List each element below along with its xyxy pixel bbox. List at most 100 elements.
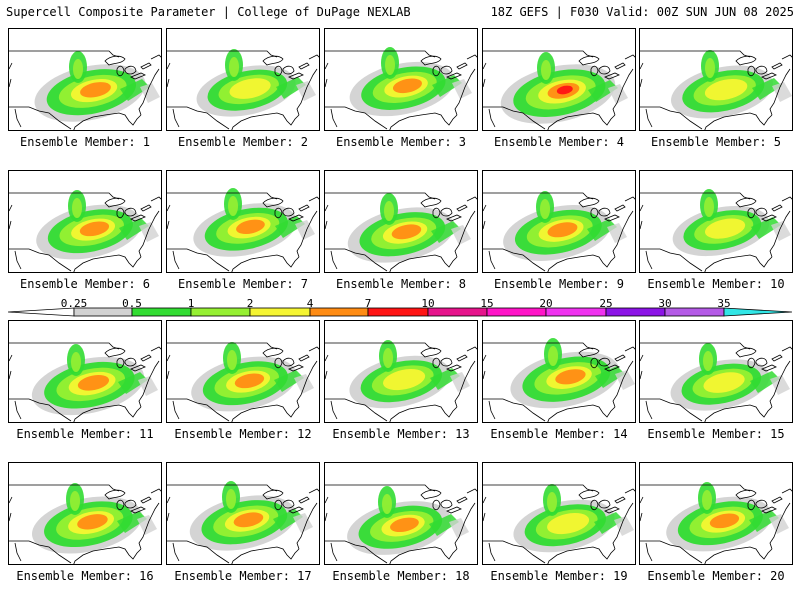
colorbar-tick-label: 20 bbox=[539, 297, 553, 310]
scp-contour-level bbox=[430, 368, 460, 390]
scp-contour-level bbox=[588, 80, 618, 102]
scp-contour-level bbox=[556, 85, 573, 95]
scp-field bbox=[196, 49, 316, 117]
scp-field bbox=[672, 189, 791, 257]
scp-contour-level bbox=[72, 198, 82, 218]
colorbar-tick-label: 0.5 bbox=[122, 297, 142, 310]
ensemble-member-map bbox=[482, 28, 636, 131]
ensemble-member-map bbox=[324, 320, 478, 423]
scp-contour-level bbox=[705, 58, 715, 78]
map-outline bbox=[640, 342, 792, 422]
map-outline bbox=[640, 50, 792, 130]
scp-contour-level bbox=[391, 224, 422, 240]
map-outline bbox=[9, 342, 161, 422]
scp-contour-level bbox=[382, 494, 392, 514]
ensemble-member-map bbox=[166, 320, 320, 423]
scp-contour-level bbox=[77, 374, 110, 391]
map-outline bbox=[483, 50, 635, 130]
map-outline bbox=[9, 484, 161, 564]
scp-contour-level bbox=[555, 369, 586, 385]
ensemble-member-label: Ensemble Member: 14 bbox=[490, 427, 628, 441]
map-canvas bbox=[325, 47, 477, 130]
map-outline bbox=[325, 50, 477, 130]
colorbar-tick-label: 2 bbox=[246, 297, 254, 310]
map-canvas bbox=[167, 342, 319, 422]
scp-contour-level bbox=[234, 373, 265, 389]
scp-contour-level bbox=[296, 81, 316, 101]
colorbar-tick-label: 10 bbox=[421, 297, 435, 310]
map-canvas bbox=[640, 482, 792, 564]
scp-contour-level bbox=[547, 492, 557, 512]
scp-contour-level bbox=[587, 219, 617, 241]
ensemble-member-label: Ensemble Member: 16 bbox=[16, 569, 154, 583]
map-outline bbox=[9, 50, 161, 130]
scp-contour-level bbox=[749, 510, 779, 532]
scp-contour-level bbox=[383, 348, 393, 368]
scp-contour-level bbox=[138, 376, 158, 396]
ensemble-member-label: Ensemble Member: 17 bbox=[174, 569, 312, 583]
ensemble-member-map bbox=[166, 462, 320, 565]
map-outline bbox=[325, 342, 477, 422]
ensemble-member-map bbox=[482, 170, 636, 273]
scp-field bbox=[347, 193, 471, 263]
scp-contour-level bbox=[452, 79, 472, 99]
colorbar-segment bbox=[427, 307, 488, 317]
scp-contour-level bbox=[541, 60, 551, 80]
scp-contour-level bbox=[595, 366, 625, 388]
colorbar-segment bbox=[190, 307, 251, 317]
ensemble-member-map bbox=[166, 28, 320, 131]
scp-field bbox=[513, 484, 634, 553]
scp-contour-level bbox=[547, 222, 578, 238]
colorbar-tick-label: 35 bbox=[717, 297, 731, 310]
scp-field bbox=[36, 190, 159, 260]
scp-contour-level bbox=[392, 78, 422, 94]
map-outline bbox=[640, 484, 792, 564]
map-canvas bbox=[325, 484, 477, 564]
ensemble-member-map bbox=[324, 462, 478, 565]
map-canvas bbox=[483, 338, 635, 422]
ensemble-member-label: Ensemble Member: 2 bbox=[177, 135, 309, 149]
scp-contour-level bbox=[117, 511, 147, 533]
scp-contour-level bbox=[276, 77, 306, 99]
ensemble-member-label: Ensemble Member: 13 bbox=[332, 427, 470, 441]
map-outline bbox=[9, 192, 161, 272]
scp-field bbox=[510, 338, 635, 409]
scp-contour-level bbox=[79, 221, 110, 237]
chart-title: Supercell Composite Parameter | College … bbox=[6, 5, 411, 19]
scp-contour-level bbox=[771, 221, 791, 241]
map-canvas bbox=[167, 49, 319, 130]
ensemble-member-label: Ensemble Member: 3 bbox=[335, 135, 467, 149]
map-canvas bbox=[325, 192, 477, 272]
scp-contour-level bbox=[275, 216, 305, 238]
map-canvas bbox=[167, 481, 319, 564]
ensemble-member-map bbox=[482, 462, 636, 565]
scp-contour-level bbox=[704, 78, 748, 101]
scp-contour-level bbox=[450, 372, 470, 392]
scp-contour-level bbox=[80, 82, 111, 98]
scp-field bbox=[349, 47, 472, 117]
scp-contour-level bbox=[273, 509, 303, 531]
scp-contour-level bbox=[140, 83, 160, 103]
scp-contour-level bbox=[274, 370, 304, 392]
map-canvas bbox=[640, 342, 792, 422]
scp-field bbox=[671, 50, 792, 119]
color-scale-bar bbox=[8, 307, 792, 317]
scp-field bbox=[191, 342, 314, 412]
scp-contour-level bbox=[228, 196, 238, 216]
map-canvas bbox=[483, 50, 635, 130]
scp-contour-level bbox=[770, 375, 790, 395]
map-outline bbox=[483, 484, 635, 564]
colorbar-segment bbox=[309, 307, 369, 317]
map-canvas bbox=[9, 342, 161, 422]
colorbar-tick-label: 7 bbox=[364, 297, 372, 310]
scp-contour-level bbox=[704, 218, 746, 239]
scp-contour-level bbox=[429, 514, 459, 536]
scp-contour-level bbox=[547, 513, 590, 535]
ensemble-member-label: Ensemble Member: 11 bbox=[16, 427, 154, 441]
scp-contour-level bbox=[226, 489, 236, 509]
map-canvas bbox=[483, 191, 635, 272]
ensemble-member-label: Ensemble Member: 15 bbox=[647, 427, 785, 441]
ensemble-member-map bbox=[324, 170, 478, 273]
ensemble-member-map bbox=[639, 28, 793, 131]
ensemble-member-label: Ensemble Member: 12 bbox=[174, 427, 312, 441]
